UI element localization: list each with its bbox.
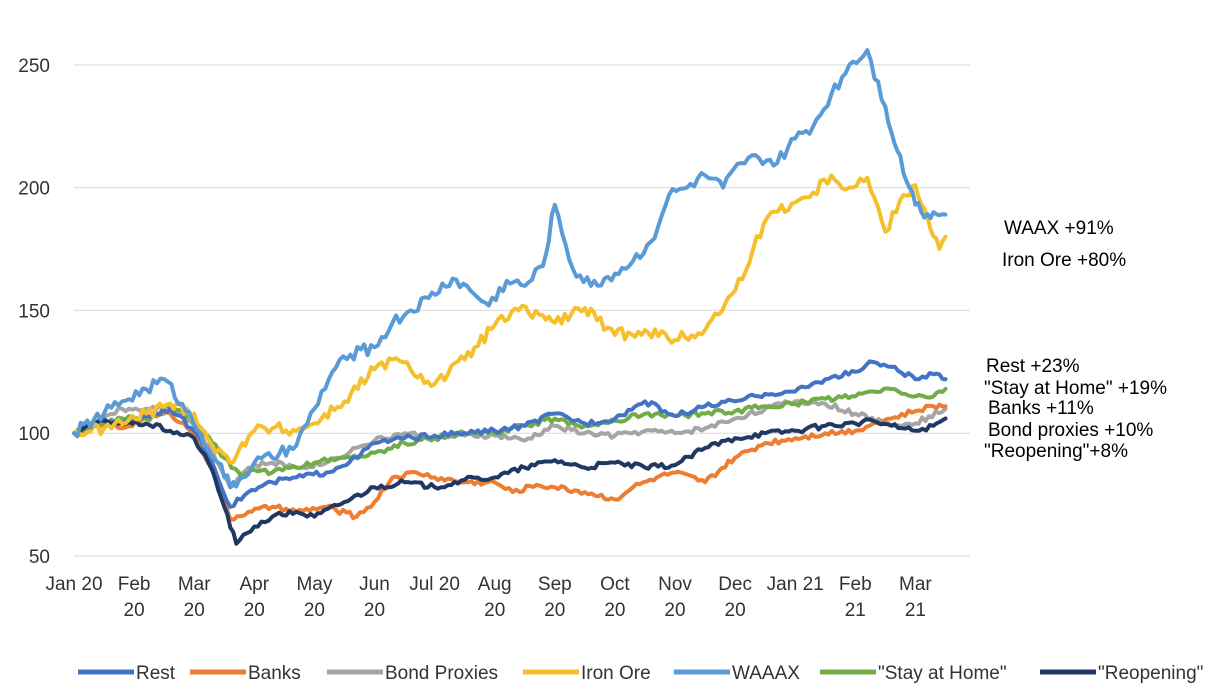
x-tick-label-9: Oct 20	[600, 574, 630, 621]
x-tick-label-line: 20	[364, 600, 385, 621]
x-tick-label-line: 20	[304, 600, 325, 621]
series-line-banks	[72, 402, 948, 522]
x-tick-label-12: Jan 21	[767, 574, 824, 595]
y-tick-label-100: 100	[18, 424, 50, 445]
legend-label-iron-ore: Iron Ore	[581, 663, 651, 684]
x-tick-label-1: Feb 20	[118, 574, 151, 621]
y-tick-label-250: 250	[18, 56, 50, 77]
legend-label-rest: Rest	[136, 663, 176, 684]
legend-label-waaax: WAAAX	[732, 663, 800, 684]
x-tick-label-2: Mar 20	[178, 574, 211, 621]
x-tick-label-line: Apr	[240, 574, 270, 595]
x-tick-label-line: Mar	[178, 574, 211, 595]
x-tick-label-line: Nov	[658, 574, 692, 595]
x-tick-label-line: Feb	[839, 574, 872, 595]
x-tick-label-14: Mar 21	[899, 574, 932, 621]
series-lines	[72, 48, 948, 546]
x-tick-label-11: Dec 20	[718, 574, 752, 621]
series-line-rest	[72, 359, 948, 509]
legend-label-stay-at-home: "Stay at Home"	[878, 663, 1007, 684]
x-tick-label-line: Jun	[359, 574, 390, 595]
x-tick-label-5: Jun 20	[359, 574, 390, 621]
x-tick-label-line: Dec	[718, 574, 752, 595]
x-tick-label-line: 20	[604, 600, 625, 621]
annotation-banks: Banks +11%	[988, 398, 1094, 419]
x-tick-label-line: Oct	[600, 574, 630, 595]
annotation-reopening: "Reopening"+8%	[984, 441, 1128, 462]
x-tick-label-line: 20	[725, 600, 746, 621]
x-tick-label-line: 20	[544, 600, 565, 621]
x-axis-ticks: Jan 20 Feb 20 Mar 20 Apr 20 May 20 Jun 20 Jul 20 Aug…	[45, 574, 932, 621]
x-tick-label-0: Jan 20	[45, 574, 102, 595]
x-tick-label-3: Apr 20	[240, 574, 270, 621]
annotation-waaax: WAAX +91%	[1004, 218, 1114, 239]
x-tick-label-line: 20	[124, 600, 145, 621]
legend-label-bond-proxies: Bond Proxies	[385, 663, 498, 684]
x-tick-label-line: Sep	[538, 574, 572, 595]
series-line-reopening	[72, 416, 948, 546]
annotation-iron-ore: Iron Ore +80%	[1002, 250, 1126, 271]
x-tick-label-line: 21	[845, 600, 866, 621]
x-tick-label-line: Feb	[118, 574, 151, 595]
gridlines	[74, 64, 970, 434]
legend: Rest Banks Bond Proxies Iron Ore WAAAX "Stay …	[78, 663, 1203, 684]
x-tick-label-10: Nov 20	[658, 574, 692, 621]
series-line-waaax	[72, 48, 948, 490]
x-tick-label-line: 21	[905, 600, 926, 621]
annotation-bond-proxies: Bond proxies +10%	[988, 420, 1153, 441]
x-tick-label-line: 20	[664, 600, 685, 621]
x-tick-label-7: Aug 20	[478, 574, 512, 621]
x-tick-label-line: Jan 21	[767, 574, 824, 595]
x-tick-label-line: Jul 20	[409, 574, 460, 595]
x-tick-label-line: Jan 20	[45, 574, 102, 595]
x-tick-label-line: May	[296, 574, 332, 595]
legend-label-banks: Banks	[248, 663, 301, 684]
x-tick-label-line: 20	[184, 600, 205, 621]
y-tick-label-50: 50	[29, 547, 50, 568]
x-tick-label-line: Aug	[478, 574, 512, 595]
y-axis-ticks: 50 100 150 200 250	[18, 56, 50, 568]
x-tick-label-line: 20	[484, 600, 505, 621]
x-tick-label-6: Jul 20	[409, 574, 460, 595]
legend-label-reopening: "Reopening"	[1098, 663, 1203, 684]
y-tick-label-200: 200	[18, 179, 50, 200]
series-line-iron-ore	[72, 173, 948, 465]
x-tick-label-line: 20	[244, 600, 265, 621]
x-tick-label-13: Feb 21	[839, 574, 872, 621]
annotation-rest: Rest +23%	[986, 356, 1080, 377]
y-tick-label-150: 150	[18, 301, 50, 322]
x-tick-label-4: May 20	[296, 574, 332, 621]
annotation-stay-at-home: "Stay at Home" +19%	[984, 378, 1167, 399]
x-tick-label-line: Mar	[899, 574, 932, 595]
x-tick-label-8: Sep 20	[538, 574, 572, 621]
end-annotations: WAAX +91% Iron Ore +80% Rest +23%"Stay at …	[984, 218, 1167, 462]
